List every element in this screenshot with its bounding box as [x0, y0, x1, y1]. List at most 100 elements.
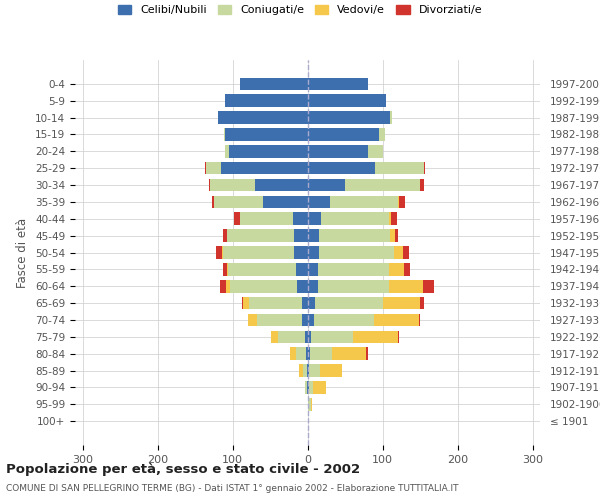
Bar [229, 145, 308, 158]
Bar [314, 314, 373, 326]
Bar [310, 348, 332, 360]
Bar [227, 230, 294, 242]
Bar [308, 94, 386, 107]
Bar [319, 246, 394, 259]
Bar [423, 280, 433, 292]
Bar [404, 263, 410, 276]
Bar [225, 94, 308, 107]
Bar [263, 196, 308, 208]
Bar [294, 246, 308, 259]
Bar [225, 128, 308, 141]
Bar [302, 297, 308, 310]
Bar [307, 364, 308, 377]
Bar [311, 398, 312, 410]
Bar [399, 196, 405, 208]
Bar [212, 196, 214, 208]
Bar [353, 330, 398, 343]
Bar [296, 348, 306, 360]
Bar [308, 78, 367, 90]
Legend: Celibi/Nubili, Coniugati/e, Vedovi/e, Divorziati/e: Celibi/Nubili, Coniugati/e, Vedovi/e, Di… [113, 0, 487, 20]
Bar [419, 314, 420, 326]
Bar [255, 178, 308, 192]
Bar [296, 263, 308, 276]
Bar [308, 398, 311, 410]
Bar [330, 196, 398, 208]
Bar [303, 364, 307, 377]
Bar [395, 230, 398, 242]
Bar [319, 230, 390, 242]
Bar [308, 128, 379, 141]
Bar [390, 230, 395, 242]
Bar [221, 162, 308, 174]
Bar [243, 297, 249, 310]
Bar [227, 263, 228, 276]
Bar [308, 111, 390, 124]
Bar [218, 111, 308, 124]
Bar [293, 212, 308, 225]
Bar [308, 162, 375, 174]
Bar [391, 212, 397, 225]
Bar [420, 178, 424, 192]
Bar [220, 280, 226, 292]
Bar [420, 297, 424, 310]
Bar [206, 162, 221, 174]
Bar [294, 230, 308, 242]
Bar [205, 162, 206, 174]
Bar [223, 263, 227, 276]
Bar [305, 381, 307, 394]
Bar [308, 297, 315, 310]
Bar [373, 314, 419, 326]
Bar [308, 178, 345, 192]
Bar [209, 178, 210, 192]
Bar [332, 348, 366, 360]
Bar [305, 330, 308, 343]
Bar [306, 348, 308, 360]
Bar [383, 297, 420, 310]
Bar [222, 246, 223, 259]
Bar [307, 381, 308, 394]
Bar [210, 178, 255, 192]
Bar [313, 381, 326, 394]
Bar [375, 162, 424, 174]
Bar [389, 263, 404, 276]
Bar [278, 330, 305, 343]
Y-axis label: Fasce di età: Fasce di età [16, 218, 29, 288]
Bar [321, 212, 389, 225]
Bar [308, 364, 309, 377]
Bar [308, 330, 311, 343]
Bar [318, 263, 389, 276]
Bar [225, 145, 229, 158]
Text: COMUNE DI SAN PELLEGRINO TERME (BG) - Dati ISTAT 1° gennaio 2002 - Elaborazione : COMUNE DI SAN PELLEGRINO TERME (BG) - Da… [6, 484, 458, 493]
Bar [240, 212, 293, 225]
Bar [308, 196, 330, 208]
Bar [223, 246, 294, 259]
Bar [311, 330, 353, 343]
Bar [223, 230, 227, 242]
Bar [214, 196, 263, 208]
Bar [248, 314, 257, 326]
Bar [271, 330, 278, 343]
Bar [379, 128, 385, 141]
Bar [302, 314, 308, 326]
Bar [241, 297, 243, 310]
Bar [308, 348, 310, 360]
Bar [226, 280, 229, 292]
Bar [308, 314, 314, 326]
Bar [398, 330, 399, 343]
Bar [308, 145, 367, 158]
Bar [308, 246, 319, 259]
Bar [308, 381, 309, 394]
Bar [308, 263, 318, 276]
Bar [308, 212, 321, 225]
Bar [297, 280, 308, 292]
Bar [216, 246, 222, 259]
Bar [309, 364, 320, 377]
Bar [223, 128, 225, 141]
Bar [390, 111, 392, 124]
Bar [424, 162, 425, 174]
Bar [229, 280, 297, 292]
Bar [308, 280, 318, 292]
Bar [257, 314, 302, 326]
Bar [318, 280, 389, 292]
Bar [290, 348, 296, 360]
